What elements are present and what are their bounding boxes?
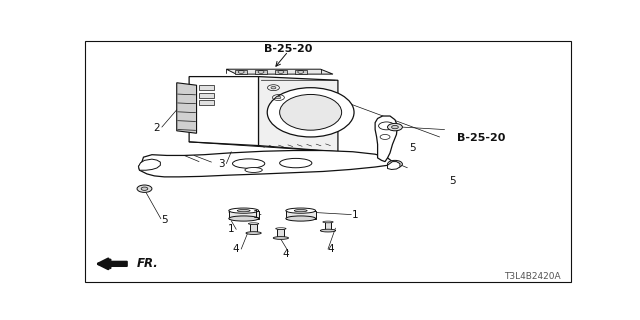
Text: B-25-20: B-25-20 bbox=[457, 133, 506, 143]
Ellipse shape bbox=[246, 232, 261, 235]
Text: 5: 5 bbox=[161, 214, 168, 225]
Text: 3: 3 bbox=[218, 159, 225, 169]
Ellipse shape bbox=[280, 158, 312, 168]
Ellipse shape bbox=[280, 94, 342, 130]
Ellipse shape bbox=[286, 208, 316, 213]
Text: 5: 5 bbox=[409, 143, 415, 153]
Circle shape bbox=[141, 187, 148, 190]
Circle shape bbox=[303, 108, 318, 116]
Polygon shape bbox=[375, 116, 397, 162]
Text: 1: 1 bbox=[352, 210, 358, 220]
Text: 5: 5 bbox=[449, 176, 455, 186]
Text: 1: 1 bbox=[253, 210, 259, 220]
Bar bbox=[199, 92, 214, 98]
Polygon shape bbox=[138, 159, 161, 170]
Polygon shape bbox=[388, 162, 400, 170]
Circle shape bbox=[392, 125, 398, 129]
Circle shape bbox=[137, 185, 152, 192]
Bar bbox=[199, 85, 214, 90]
Text: 4: 4 bbox=[282, 249, 289, 259]
Bar bbox=[277, 228, 284, 238]
Polygon shape bbox=[227, 69, 333, 74]
Bar bbox=[255, 70, 267, 74]
Ellipse shape bbox=[276, 228, 286, 229]
Ellipse shape bbox=[232, 159, 265, 168]
Circle shape bbox=[392, 163, 398, 166]
Text: B-25-20: B-25-20 bbox=[264, 44, 312, 54]
Ellipse shape bbox=[273, 236, 289, 239]
Bar bbox=[250, 224, 257, 233]
Ellipse shape bbox=[294, 210, 307, 212]
Polygon shape bbox=[259, 76, 338, 152]
Bar bbox=[275, 70, 287, 74]
Ellipse shape bbox=[245, 167, 262, 172]
Ellipse shape bbox=[229, 216, 259, 221]
Text: 4: 4 bbox=[327, 244, 334, 254]
Text: FR.: FR. bbox=[137, 257, 159, 270]
Bar bbox=[324, 222, 332, 231]
Bar bbox=[229, 211, 259, 219]
Ellipse shape bbox=[268, 88, 354, 137]
Ellipse shape bbox=[321, 229, 335, 232]
Polygon shape bbox=[138, 150, 392, 177]
Bar bbox=[295, 70, 307, 74]
FancyArrow shape bbox=[99, 259, 127, 268]
Circle shape bbox=[388, 160, 403, 168]
Text: 4: 4 bbox=[233, 244, 239, 254]
Text: 2: 2 bbox=[154, 123, 160, 133]
Bar bbox=[199, 100, 214, 105]
Polygon shape bbox=[177, 83, 196, 133]
Text: 1: 1 bbox=[228, 224, 235, 234]
Circle shape bbox=[388, 124, 403, 131]
Bar bbox=[286, 211, 316, 219]
Polygon shape bbox=[189, 76, 259, 146]
Ellipse shape bbox=[229, 208, 259, 213]
Text: T3L4B2420A: T3L4B2420A bbox=[504, 272, 561, 281]
Ellipse shape bbox=[323, 221, 333, 223]
Bar bbox=[236, 70, 247, 74]
Circle shape bbox=[276, 96, 281, 99]
Ellipse shape bbox=[248, 223, 259, 225]
Circle shape bbox=[271, 86, 276, 89]
Ellipse shape bbox=[237, 210, 250, 212]
Ellipse shape bbox=[286, 216, 316, 221]
